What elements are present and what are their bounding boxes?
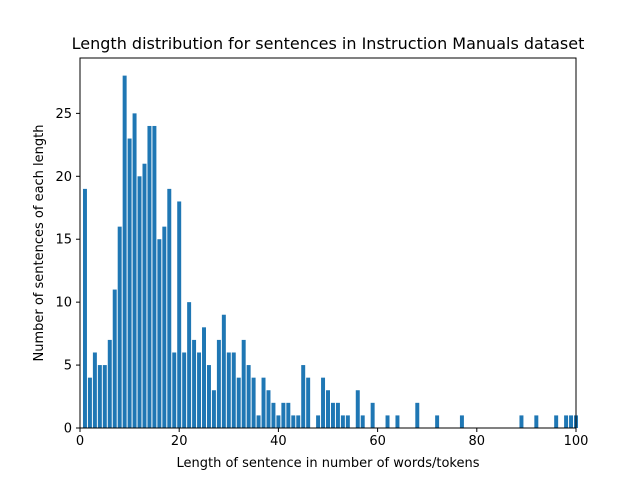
- bar: [167, 188, 172, 428]
- bar: [97, 365, 102, 428]
- bar: [216, 339, 221, 428]
- bar: [276, 415, 281, 428]
- y-axis: 0 5 10 15 20 25: [55, 107, 80, 437]
- y-tick-label: 20: [55, 170, 72, 185]
- bar: [316, 415, 321, 428]
- y-tick-label: 25: [55, 107, 72, 122]
- chart-title: Length distribution for sentences in Ins…: [72, 34, 585, 53]
- bar: [355, 390, 360, 428]
- bar: [221, 314, 226, 428]
- bar: [241, 339, 246, 428]
- bar: [202, 327, 206, 428]
- bar: [132, 113, 137, 429]
- bar: [306, 377, 311, 428]
- bar: [107, 339, 112, 428]
- bar: [281, 402, 286, 428]
- y-tick-label: 5: [64, 359, 72, 374]
- bar: [459, 415, 464, 428]
- bar: [211, 390, 216, 428]
- bar: [519, 415, 524, 428]
- bar: [92, 352, 97, 428]
- bar: [117, 226, 122, 428]
- bar: [286, 402, 291, 428]
- bar: [569, 415, 574, 428]
- bar: [127, 138, 132, 429]
- x-tick-label: 80: [469, 434, 486, 449]
- bar: [385, 415, 390, 428]
- bar: [187, 302, 192, 428]
- x-tick-label: 100: [564, 434, 589, 449]
- bar: [301, 365, 306, 428]
- bar: [87, 377, 92, 428]
- bar: [340, 415, 345, 428]
- bar: [177, 201, 182, 428]
- bar: [261, 377, 266, 428]
- bar: [172, 352, 177, 428]
- bar: [370, 402, 375, 428]
- bar: [206, 365, 211, 428]
- plot-frame: [79, 57, 577, 429]
- bar: [102, 365, 107, 428]
- bar: [326, 390, 330, 428]
- bar: [137, 176, 142, 428]
- x-axis: 0 20 40 60 80 100: [76, 428, 589, 449]
- bar: [142, 163, 147, 428]
- bars-group: [82, 75, 578, 429]
- bar: [192, 339, 197, 428]
- bar: [296, 415, 301, 428]
- bar: [345, 415, 350, 428]
- bar: [335, 402, 340, 428]
- bar: [330, 402, 335, 428]
- bar: [236, 377, 241, 428]
- bar: [182, 352, 187, 428]
- bar: [415, 402, 420, 428]
- bar: [112, 289, 117, 428]
- bar: [197, 352, 202, 428]
- bar: [147, 125, 152, 429]
- bar: [152, 125, 157, 429]
- bar: [435, 415, 440, 428]
- x-axis-label: Length of sentence in number of words/to…: [176, 456, 479, 471]
- x-tick-label: 60: [369, 434, 386, 449]
- x-tick-label: 20: [171, 434, 188, 449]
- bar: [534, 415, 539, 428]
- bar: [266, 390, 271, 428]
- bar: [162, 226, 167, 428]
- bar: [564, 415, 569, 428]
- y-axis-label: Number of sentences of each length: [32, 125, 47, 362]
- bar: [157, 239, 162, 428]
- bar: [122, 75, 127, 429]
- y-tick-label: 15: [55, 233, 72, 248]
- bar: [395, 415, 400, 428]
- bar: [360, 415, 365, 428]
- bar: [291, 415, 296, 428]
- y-tick-label: 10: [55, 296, 72, 311]
- x-tick-label: 40: [270, 434, 287, 449]
- y-tick-label: 0: [64, 422, 72, 437]
- bar: [256, 415, 261, 428]
- bar: [271, 402, 276, 428]
- bar: [226, 352, 231, 428]
- bar: [82, 188, 87, 428]
- bar: [321, 377, 326, 428]
- bar: [251, 377, 256, 428]
- bar: [231, 352, 236, 428]
- bar: [246, 365, 251, 428]
- x-tick-label: 0: [76, 434, 84, 449]
- bar: [554, 415, 559, 428]
